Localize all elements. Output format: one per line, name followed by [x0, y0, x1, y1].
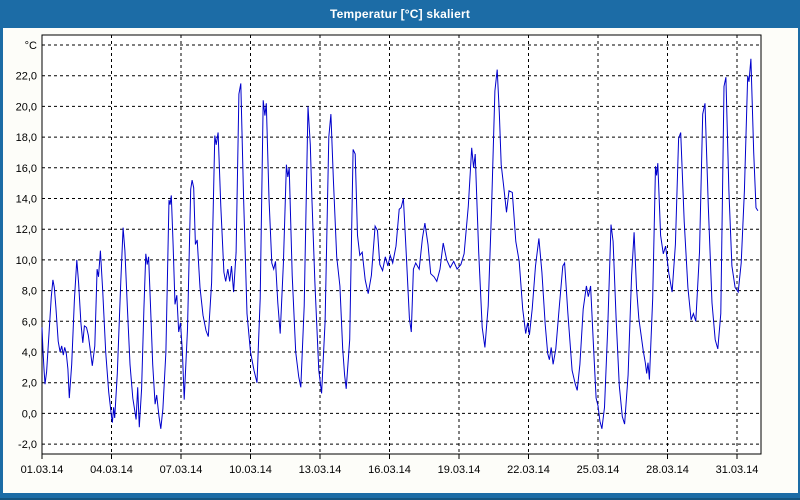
plot-border — [41, 34, 762, 455]
y-axis-label: 0,0 — [22, 408, 37, 420]
y-axis-label: 2,0 — [22, 378, 37, 390]
y-axis-label: -2,0 — [18, 439, 37, 451]
x-axis-label: 16.03.14 — [368, 464, 411, 476]
x-axis-label: 31.03.14 — [716, 464, 759, 476]
x-axis-label: 19.03.14 — [438, 464, 481, 476]
x-axis-label: 10.03.14 — [229, 464, 272, 476]
x-axis-label: 01.03.14 — [21, 464, 64, 476]
y-axis-label: 10,0 — [16, 255, 37, 267]
x-axis-label: 25.03.14 — [577, 464, 620, 476]
y-axis-label: 20,0 — [16, 101, 37, 113]
titlebar: Temperatur [°C] skaliert — [0, 0, 800, 28]
x-axis-label: 13.03.14 — [299, 464, 342, 476]
plot-area — [42, 35, 761, 454]
y-axis-label: 18,0 — [16, 132, 37, 144]
temperature-line — [41, 58, 759, 429]
window-bottom-border — [0, 498, 800, 500]
x-axis-label: 22.03.14 — [507, 464, 550, 476]
y-axis-label: 16,0 — [16, 163, 37, 175]
x-axis-label: 07.03.14 — [160, 464, 203, 476]
y-axis-label: 4,0 — [22, 347, 37, 359]
y-axis-label: 22,0 — [16, 71, 37, 83]
window-title: Temperatur [°C] skaliert — [329, 7, 471, 21]
x-axis-label: 04.03.14 — [90, 464, 133, 476]
y-axis-label: 12,0 — [16, 224, 37, 236]
y-axis-label: 6,0 — [22, 316, 37, 328]
y-axis-label: 8,0 — [22, 286, 37, 298]
x-axis-label: 28.03.14 — [646, 464, 689, 476]
y-axis-label: °C — [25, 40, 37, 52]
y-axis-label: 14,0 — [16, 194, 37, 206]
